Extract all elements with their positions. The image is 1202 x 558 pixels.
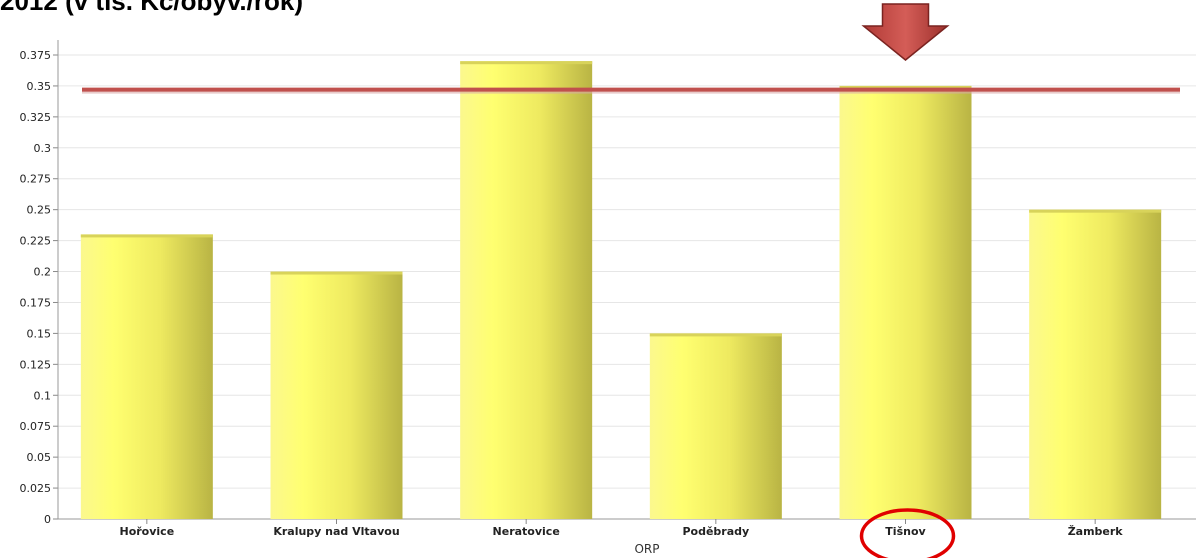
annotations [82, 3, 1180, 558]
bar [460, 61, 593, 519]
y-tick-label: 0.2 [34, 266, 52, 279]
bar-cap [270, 271, 403, 275]
bar [80, 234, 213, 519]
x-axis-title: ORP [634, 542, 659, 556]
y-tick-label: 0.325 [20, 111, 52, 124]
y-tick-label: 0.025 [20, 482, 52, 495]
x-tick-label: Poděbrady [682, 525, 749, 538]
bar [649, 333, 782, 519]
y-tick-label: 0.125 [20, 358, 52, 371]
bar-cap [649, 333, 782, 337]
bar-cap [80, 234, 213, 238]
highlight-circle [859, 508, 956, 558]
y-tick-label: 0.175 [20, 296, 52, 309]
y-tick-label: 0.15 [27, 327, 52, 340]
bar [1029, 209, 1162, 519]
x-tick-label: Neratovice [493, 525, 560, 538]
y-tick-label: 0.1 [34, 389, 52, 402]
x-tick-label: Tišnov [885, 525, 926, 538]
x-tick-labels: Hořovice Kralupy nad Vltavou Neratovice Pod… [119, 525, 1123, 538]
bar [839, 85, 972, 519]
down-arrow-icon [861, 3, 950, 61]
axes [53, 40, 1196, 524]
x-tick-label: Kralupy nad Vltavou [273, 525, 399, 538]
y-tick-label: 0.375 [20, 49, 52, 62]
gridlines [58, 54, 1196, 489]
bar-cap [460, 61, 593, 65]
bar [270, 271, 403, 519]
bar-cap [839, 85, 972, 89]
y-tick-label: 0.3 [34, 142, 52, 155]
x-tick-label: Hořovice [119, 525, 174, 538]
bar-cap [1029, 209, 1162, 213]
y-tick-labels: 0 0.025 0.05 0.075 0.1 0.125 0.15 0.175 0.2 0.225… [20, 49, 52, 526]
y-tick-label: 0 [44, 513, 51, 526]
x-tick-label: Žamberk [1068, 525, 1124, 538]
y-tick-label: 0.075 [20, 420, 52, 433]
y-tick-label: 0.225 [20, 235, 52, 248]
y-tick-label: 0.05 [27, 451, 52, 464]
y-tick-label: 0.275 [20, 173, 52, 186]
chart-title: 2012 (v tis. Kč/obyv./rok) [0, 0, 303, 16]
y-tick-label: 0.25 [27, 204, 52, 217]
y-tick-label: 0.35 [27, 80, 52, 93]
bars [80, 61, 1162, 519]
